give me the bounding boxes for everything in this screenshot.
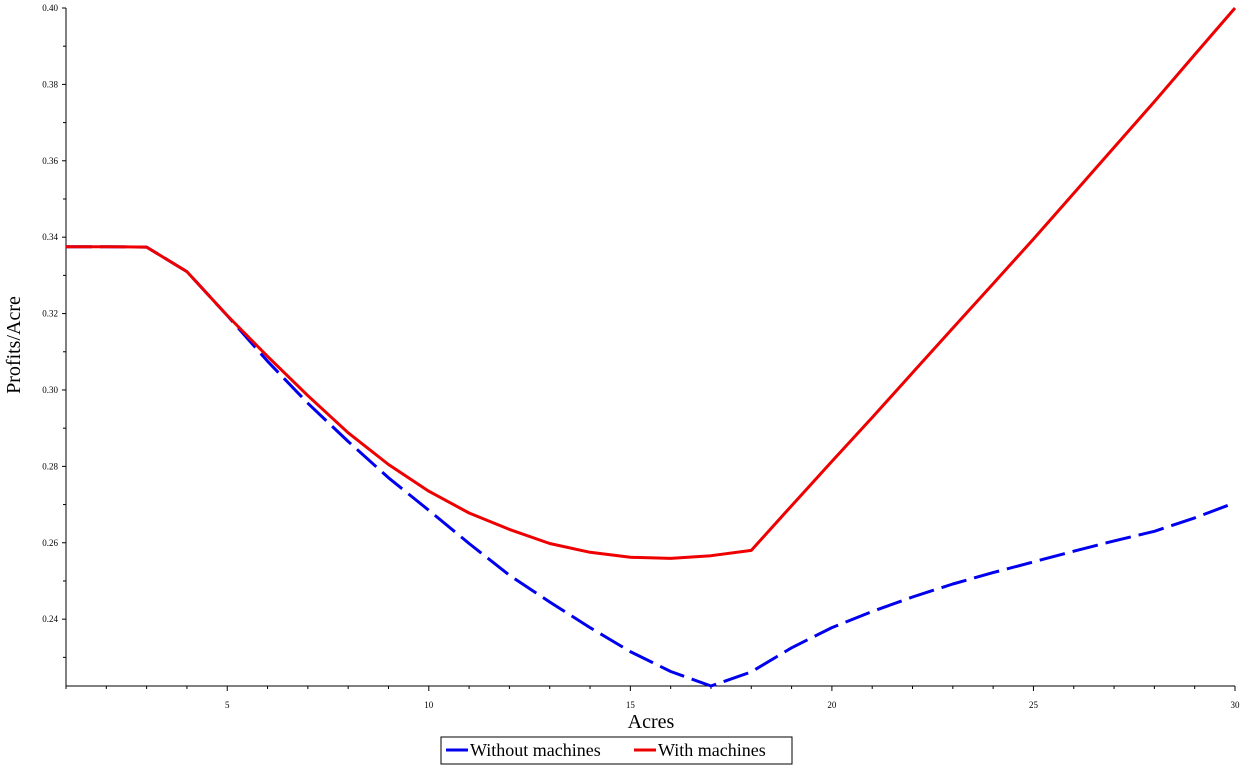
y-tick-label: 0.38: [42, 79, 58, 89]
x-axis-title: Acres: [628, 711, 675, 733]
y-tick-label: 0.28: [42, 461, 58, 471]
x-tick-label: 5: [225, 700, 230, 710]
x-tick-label: 25: [1029, 700, 1039, 710]
x-tick-label: 20: [827, 700, 837, 710]
x-tick-label: 15: [626, 700, 636, 710]
series-layer: [66, 7, 1237, 688]
series-line-without-machines: [66, 245, 1236, 688]
y-tick-label: 0.24: [42, 614, 58, 624]
y-tick-label: 0.32: [42, 309, 58, 319]
y-tick-label: 0.36: [42, 156, 58, 166]
legend: Without machines With machines: [440, 736, 793, 765]
y-axis-title: Profits/Acre: [3, 296, 25, 394]
x-axis-ticks: 5 10 15 20 25 30: [65, 686, 1240, 710]
legend-label-with-machines: With machines: [658, 740, 766, 760]
legend-label-without-machines: Without machines: [470, 740, 601, 760]
y-tick-label: 0.34: [42, 232, 58, 242]
y-tick-label: 0.26: [42, 538, 58, 548]
axes: [65, 8, 1235, 687]
x-tick-label: 10: [424, 700, 434, 710]
y-axis-ticks: 0.24 0.26 0.28 0.30 0.32 0.34 0.36 0.38 0.40: [42, 3, 66, 658]
legend-box: [440, 736, 793, 765]
y-tick-label: 0.40: [42, 3, 58, 13]
series-line-with-machines: [66, 7, 1237, 560]
x-tick-label: 30: [1231, 700, 1240, 710]
y-tick-label: 0.30: [42, 385, 58, 395]
